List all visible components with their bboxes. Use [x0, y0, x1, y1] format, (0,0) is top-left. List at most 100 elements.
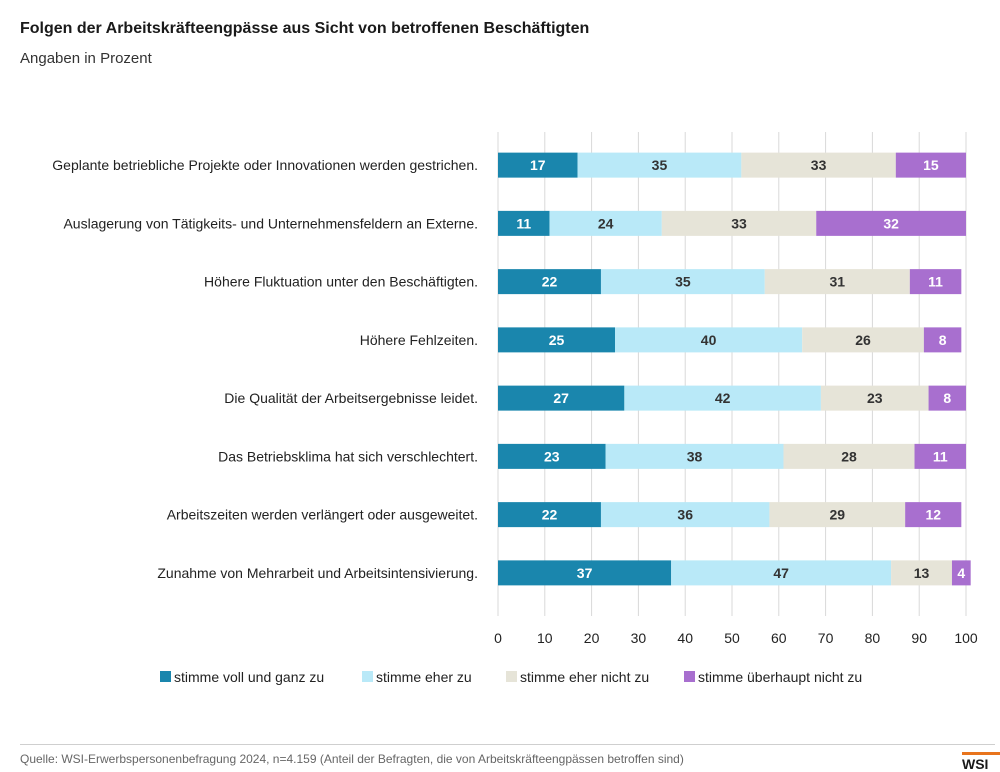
bar-segment — [577, 152, 742, 178]
legend-label: stimme voll und ganz zu — [174, 669, 324, 685]
bar-segment — [600, 269, 765, 295]
bar-row: Die Qualität der Arbeitsergebnisse leide… — [224, 385, 966, 411]
tick-label: 10 — [537, 630, 553, 646]
bar-segment — [498, 327, 615, 353]
bar-segment — [802, 327, 924, 353]
data-label: 33 — [731, 215, 747, 231]
data-label: 32 — [883, 215, 899, 231]
data-label: 33 — [811, 157, 827, 173]
gridlines — [497, 132, 967, 616]
category-label: Das Betriebsklima hat sich verschlechter… — [218, 448, 478, 464]
bar-row: Höhere Fluktuation unter den Beschäftigt… — [204, 269, 962, 295]
stacked-bar-chart: Geplante betriebliche Projekte oder Inno… — [52, 132, 978, 685]
bar-segment — [764, 269, 910, 295]
bar-row: Auslagerung von Tätigkeits- und Unterneh… — [63, 210, 966, 236]
bar-segment — [498, 152, 578, 178]
bar-segment — [605, 443, 784, 469]
logo-text: WSI — [962, 756, 989, 772]
data-label: 11 — [933, 448, 948, 464]
bar-segment — [909, 269, 962, 295]
data-label: 15 — [923, 157, 939, 173]
category-label: Zunahme von Mehrarbeit und Arbeitsintens… — [157, 565, 478, 581]
bar-segment — [891, 560, 952, 586]
bar-segment — [600, 502, 770, 528]
data-label: 38 — [687, 448, 703, 464]
data-label: 37 — [577, 565, 593, 581]
bar-segment — [914, 443, 966, 469]
data-label: 42 — [715, 390, 731, 406]
data-label: 40 — [701, 332, 717, 348]
legend-swatch — [506, 671, 517, 682]
category-label: Arbeitszeiten werden verlängert oder aus… — [167, 507, 478, 523]
bar-segment — [905, 502, 962, 528]
bar-segment — [661, 210, 817, 236]
bar-segment — [783, 443, 915, 469]
bar-segment — [816, 210, 966, 236]
data-label: 12 — [925, 507, 941, 523]
category-label: Die Qualität der Arbeitsergebnisse leide… — [224, 390, 478, 406]
bar-segment — [498, 269, 601, 295]
tick-label: 50 — [724, 630, 740, 646]
bar-segment — [615, 327, 803, 353]
data-label: 11 — [928, 274, 943, 290]
data-label: 26 — [855, 332, 871, 348]
legend-item: stimme eher nicht zu — [506, 669, 649, 685]
data-label: 31 — [830, 274, 846, 290]
legend-label: stimme überhaupt nicht zu — [698, 669, 862, 685]
bar-segment — [498, 502, 601, 528]
data-label: 28 — [841, 448, 857, 464]
bar-segment — [951, 560, 971, 586]
bar-segment — [498, 210, 550, 236]
chart-subtitle: Angaben in Prozent — [20, 50, 152, 67]
tick-label: 80 — [865, 630, 881, 646]
data-label: 35 — [652, 157, 668, 173]
legend-item: stimme eher zu — [362, 669, 472, 685]
data-label: 8 — [939, 332, 947, 348]
tick-label: 40 — [677, 630, 693, 646]
data-label: 8 — [943, 390, 951, 406]
legend-swatch — [160, 671, 171, 682]
bar-row: Höhere Fehlzeiten. 25 40 26 8 — [360, 327, 962, 353]
category-label: Höhere Fehlzeiten. — [360, 332, 478, 348]
bar-segment — [820, 385, 929, 411]
data-label: 23 — [867, 390, 883, 406]
legend-item: stimme voll und ganz zu — [160, 669, 324, 685]
data-label: 23 — [544, 448, 560, 464]
bar-segment — [549, 210, 662, 236]
bar-segment — [923, 327, 962, 353]
legend-label: stimme eher zu — [376, 669, 472, 685]
legend-label: stimme eher nicht zu — [520, 669, 649, 685]
category-label: Geplante betriebliche Projekte oder Inno… — [52, 157, 478, 173]
tick-label: 100 — [954, 630, 978, 646]
bar-segment — [895, 152, 966, 178]
chart-title: Folgen der Arbeitskräfteengpässe aus Sic… — [20, 20, 590, 37]
wsi-logo: WSI — [962, 752, 1000, 772]
data-label: 4 — [957, 565, 965, 581]
data-label: 22 — [542, 507, 558, 523]
bar-segment — [769, 502, 906, 528]
tick-label: 20 — [584, 630, 600, 646]
legend: stimme voll und ganz zu stimme eher zu sti… — [160, 669, 862, 685]
data-label: 22 — [542, 274, 558, 290]
bar-row: Arbeitszeiten werden verlängert oder aus… — [167, 502, 962, 528]
x-axis: 0 10 20 30 40 50 60 70 80 90 100 — [494, 630, 978, 646]
data-label: 47 — [773, 565, 789, 581]
legend-swatch — [684, 671, 695, 682]
tick-label: 60 — [771, 630, 787, 646]
data-label: 17 — [530, 157, 546, 173]
logo-accent-bar — [962, 752, 1000, 755]
data-label: 35 — [675, 274, 691, 290]
bar-row: Das Betriebsklima hat sich verschlechter… — [218, 443, 966, 469]
source-note: Quelle: WSI-Erwerbspersonenbefragung 202… — [20, 752, 684, 766]
bar-segment — [741, 152, 896, 178]
data-label: 29 — [830, 507, 846, 523]
data-label: 13 — [914, 565, 930, 581]
bar-segment — [624, 385, 821, 411]
bar-row: Geplante betriebliche Projekte oder Inno… — [52, 152, 966, 178]
legend-swatch — [362, 671, 373, 682]
tick-label: 30 — [631, 630, 647, 646]
legend-item: stimme überhaupt nicht zu — [684, 669, 862, 685]
tick-label: 90 — [911, 630, 927, 646]
data-label: 24 — [598, 215, 614, 231]
bar-segment — [498, 385, 625, 411]
